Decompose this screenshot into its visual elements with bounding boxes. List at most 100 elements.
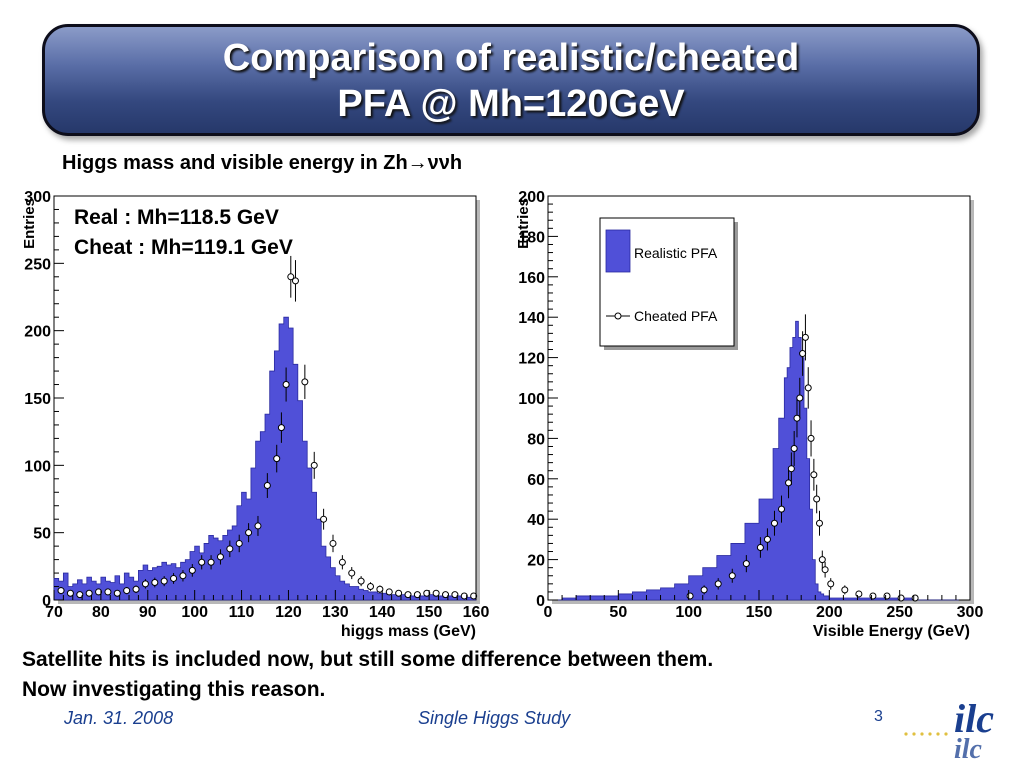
chart1-y-tick-label: 300 — [24, 189, 51, 206]
chart1-cheated-point — [254, 522, 262, 530]
chart1-cheated-point — [301, 378, 309, 386]
footer-title: Single Higgs Study — [418, 708, 571, 728]
chart1-y-tick-label: 0 — [42, 593, 51, 610]
chart1-y-axis-label: Entries — [21, 198, 38, 249]
chart2-y-tick-label: 100 — [518, 391, 545, 408]
chart1-cheated-point — [291, 277, 299, 285]
chart2-cheated-point — [883, 592, 891, 600]
chart1-cheated-point — [395, 589, 403, 597]
chart1-cheated-point — [226, 545, 234, 553]
chart2-cheated-point — [799, 350, 807, 358]
chart1-x-tick-label: 130 — [322, 604, 349, 621]
chart1-cheated-point — [76, 591, 84, 599]
chart2-y-tick-label: 200 — [518, 189, 545, 206]
chart1-cheated-point — [113, 589, 121, 597]
chart2-cheated-point — [742, 560, 750, 568]
chart1-annotation: Real : Mh=118.5 GeV — [74, 206, 279, 229]
chart2-x-tick-label: 300 — [957, 604, 984, 621]
chart2-cheated-point — [911, 594, 919, 602]
chart2-x-tick-label: 200 — [816, 604, 843, 621]
chart1-cheated-point — [273, 455, 281, 463]
ilc-logo-reflection: ilc — [954, 734, 983, 760]
chart1-cheated-point — [198, 558, 206, 566]
chart1-x-tick-label: 140 — [369, 604, 396, 621]
chart2-cheated-point — [785, 479, 793, 487]
chart1-cheated-point — [385, 588, 393, 596]
chart1-cheated-point — [235, 539, 243, 547]
chart1-cheated-point — [460, 592, 468, 600]
chart1-cheated-point — [404, 591, 412, 599]
chart2-y-tick-label: 160 — [518, 270, 545, 287]
chart1-y-tick-label: 50 — [33, 526, 51, 543]
chart2-cheated-point — [778, 505, 786, 513]
chart1-x-tick-label: 110 — [229, 604, 255, 621]
chart1-annotation: Cheat : Mh=119.1 GeV — [74, 236, 293, 259]
chart1-x-tick-label: 70 — [45, 604, 63, 621]
chart1-cheated-point — [413, 591, 421, 599]
legend-label-cheated: Cheated PFA — [634, 308, 718, 324]
chart1-cheated-point — [245, 529, 253, 537]
chart1-cheated-point — [320, 515, 328, 523]
chart1-cheated-point — [423, 589, 431, 597]
chart1-cheated-point — [188, 566, 196, 574]
page-number: 3 — [874, 708, 883, 725]
chart2-cheated-point — [763, 535, 771, 543]
chart2-y-tick-label: 60 — [527, 472, 545, 489]
chart2-cheated-point — [804, 384, 812, 392]
chart1-x-tick-label: 80 — [92, 604, 110, 621]
chart2-cheated-point — [897, 594, 905, 602]
note-line-1: Satellite hits is included now, but stil… — [22, 648, 714, 671]
footer-date: Jan. 31. 2008 — [64, 708, 174, 728]
legend-marker-cheated — [614, 312, 622, 320]
chart1-cheated-point — [263, 482, 271, 490]
chart2-cheated-point — [827, 580, 835, 588]
chart2-y-tick-label: 140 — [518, 310, 545, 327]
chart1-cheated-point — [151, 578, 159, 586]
chart1-x-axis-label: higgs mass (GeV) — [341, 623, 476, 640]
chart1-cheated-point — [207, 558, 215, 566]
chart2-y-axis-label: Entries — [515, 198, 532, 249]
chart2-cheated-point — [790, 445, 798, 452]
chart2-y-tick-label: 80 — [527, 431, 545, 448]
chart2-cheated-point — [841, 586, 849, 594]
chart1-cheated-point — [179, 572, 187, 580]
chart2-y-tick-label: 180 — [518, 229, 545, 246]
chart2-cheated-point — [686, 592, 694, 600]
chart2-y-tick-label: 120 — [518, 351, 545, 368]
slide-subtitle: Higgs mass and visible energy in Zh→ννh — [62, 152, 463, 174]
chart1-cheated-point — [367, 583, 374, 591]
ilc-logo: ilc ilc — [904, 696, 994, 760]
chart2-x-tick-label: 0 — [544, 604, 553, 621]
chart1-cheated-point — [329, 539, 337, 547]
chart1-y-tick-label: 150 — [24, 391, 51, 408]
chart2-cheated-point — [793, 414, 801, 422]
chart1-cheated-point — [66, 589, 74, 597]
title-box: Comparison of realistic/cheated PFA @ Mh… — [42, 24, 980, 136]
chart2-x-tick-label: 250 — [886, 604, 913, 621]
chart1-cheated-point — [310, 461, 318, 469]
chart1-cheated-point — [282, 381, 290, 389]
chart2-cheated-point — [818, 556, 826, 564]
chart1-cheated-point — [160, 577, 168, 585]
chart2-cheated-point — [869, 592, 877, 600]
chart1-cheated-point — [357, 577, 365, 585]
chart2-cheated-point — [787, 465, 795, 473]
chart2-x-tick-label: 100 — [675, 604, 702, 621]
chart1-y-tick-label: 250 — [24, 256, 51, 273]
chart1-cheated-point — [277, 424, 285, 432]
chart2-x-tick-label: 50 — [609, 604, 627, 621]
chart1-x-tick-label: 90 — [139, 604, 157, 621]
slide-title-line-2: PFA @ Mh=120GeV — [337, 83, 685, 125]
chart1-cheated-point — [141, 580, 149, 588]
chart1-cheated-point — [216, 553, 224, 561]
chart1-cheated-point — [57, 587, 65, 595]
chart2-cheated-point — [728, 572, 736, 580]
chart1-cheated-point — [338, 558, 346, 566]
chart1-x-tick-label: 120 — [275, 604, 302, 621]
chart1-cheated-point — [451, 591, 459, 599]
chart1-y-tick-label: 200 — [24, 324, 51, 341]
chart1-cheated-point — [442, 591, 450, 599]
chart2-cheated-point — [801, 333, 809, 341]
